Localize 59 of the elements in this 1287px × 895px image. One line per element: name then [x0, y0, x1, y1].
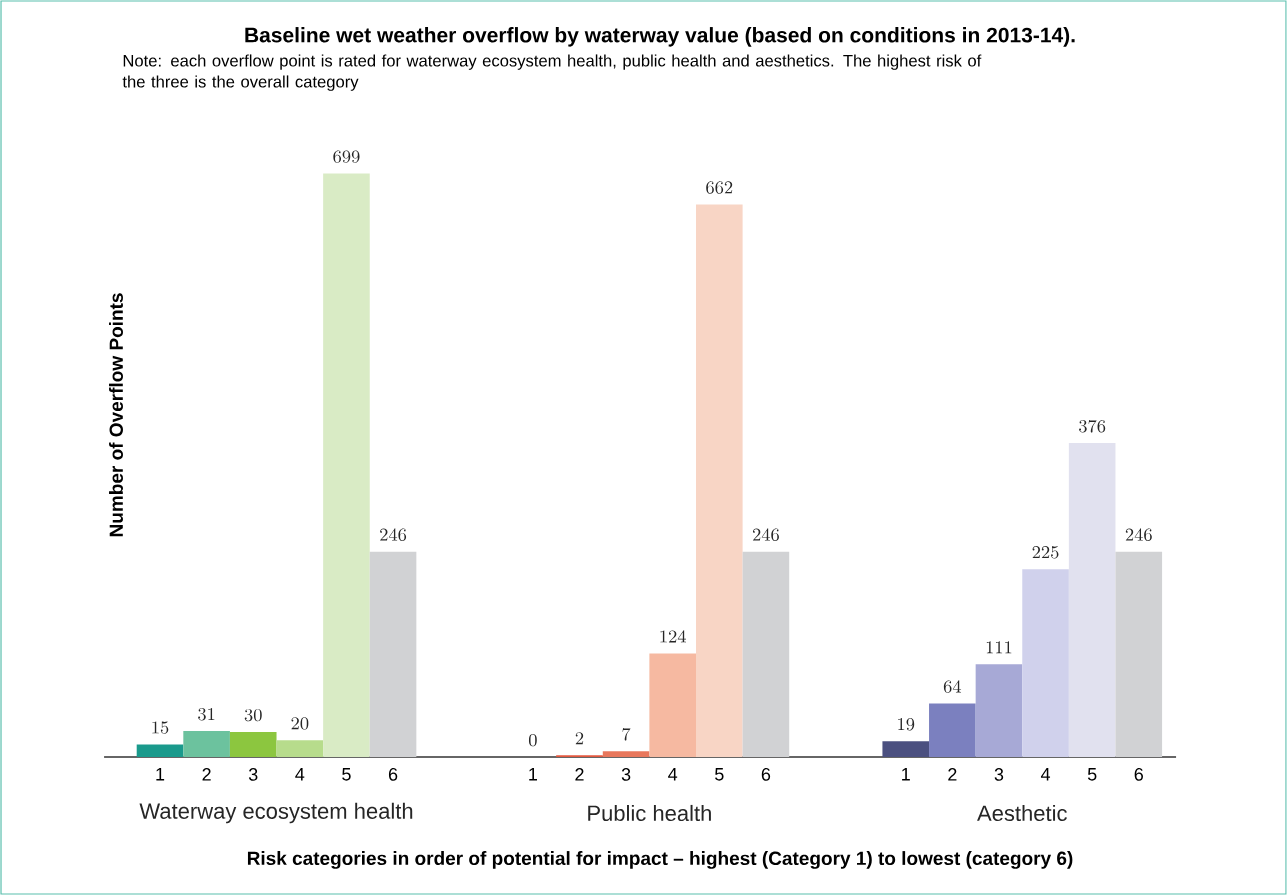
data-label: 15 — [152, 721, 169, 734]
x-tick-label: 4 — [668, 768, 678, 781]
bar — [183, 731, 230, 757]
bar — [929, 703, 976, 757]
x-tick-label: 4 — [295, 768, 305, 781]
data-label: 246 — [380, 528, 407, 541]
x-axis-title: Risk categories in order of potential for impact – highest (Category 1) to lowest (category 6) — [247, 851, 1073, 869]
data-label: 20 — [291, 717, 309, 730]
data-label: 111 — [986, 641, 1012, 654]
data-label: 225 — [1032, 546, 1059, 559]
bar — [136, 744, 184, 757]
x-tick-label: 6 — [761, 768, 771, 781]
text: Public health — [588, 804, 711, 822]
data-label: 246 — [1125, 528, 1152, 541]
data-label: 699 — [333, 150, 360, 163]
x-tick-label: 1 — [156, 768, 165, 781]
data-label: 19 — [898, 718, 915, 731]
x-tick-label: 3 — [248, 768, 258, 781]
x-tick-label: 4 — [1040, 768, 1051, 781]
x-tick-label: 1 — [529, 768, 537, 781]
data-label: 7 — [622, 727, 631, 741]
bar — [369, 551, 417, 757]
data-label: 246 — [752, 528, 779, 541]
chart-subtitle: Note: each overflow point is rated for waterway ecosystem health, public health and aesthetics. The highest risk of the three is the overall category — [122, 54, 982, 91]
text: Waterway ecosystem health — [139, 802, 413, 824]
data-label: 2 — [575, 732, 584, 745]
data-label: 0 — [528, 733, 537, 747]
x-tick-label: 5 — [1087, 768, 1097, 781]
bar — [602, 751, 650, 757]
bar — [742, 551, 790, 757]
data-label: 30 — [244, 708, 262, 722]
y-axis-title: Number of Overflow Points — [109, 293, 123, 537]
x-tick-label: 2 — [948, 768, 957, 781]
data-label: 376 — [1079, 419, 1106, 433]
x-tick-label: 3 — [621, 768, 631, 781]
bar — [229, 731, 277, 757]
data-label: 662 — [706, 181, 733, 194]
bar — [882, 741, 930, 757]
bar — [1115, 551, 1163, 757]
bar — [276, 740, 324, 757]
x-tick-label: 5 — [715, 768, 724, 781]
bar — [696, 204, 743, 757]
bar — [1068, 443, 1116, 757]
bar — [975, 664, 1023, 757]
text: Aesthetic — [977, 804, 1067, 822]
x-tick-label: 6 — [1134, 768, 1143, 781]
bar — [649, 653, 696, 757]
x-tick-label: 5 — [342, 768, 351, 781]
x-tick-label: 6 — [388, 768, 398, 781]
data-label: 64 — [943, 680, 962, 693]
x-tick-label: 3 — [994, 768, 1004, 781]
bar — [1022, 569, 1069, 757]
data-label: 31 — [198, 708, 215, 721]
x-tick-label: 2 — [575, 768, 584, 781]
x-tick-label: 1 — [902, 768, 910, 781]
data-label: 124 — [660, 630, 687, 643]
chart-title: Baseline wet weather overflow by waterway value (based on conditions in 2013-14). — [245, 27, 1075, 47]
x-tick-label: 2 — [202, 768, 211, 781]
bar — [323, 173, 370, 757]
